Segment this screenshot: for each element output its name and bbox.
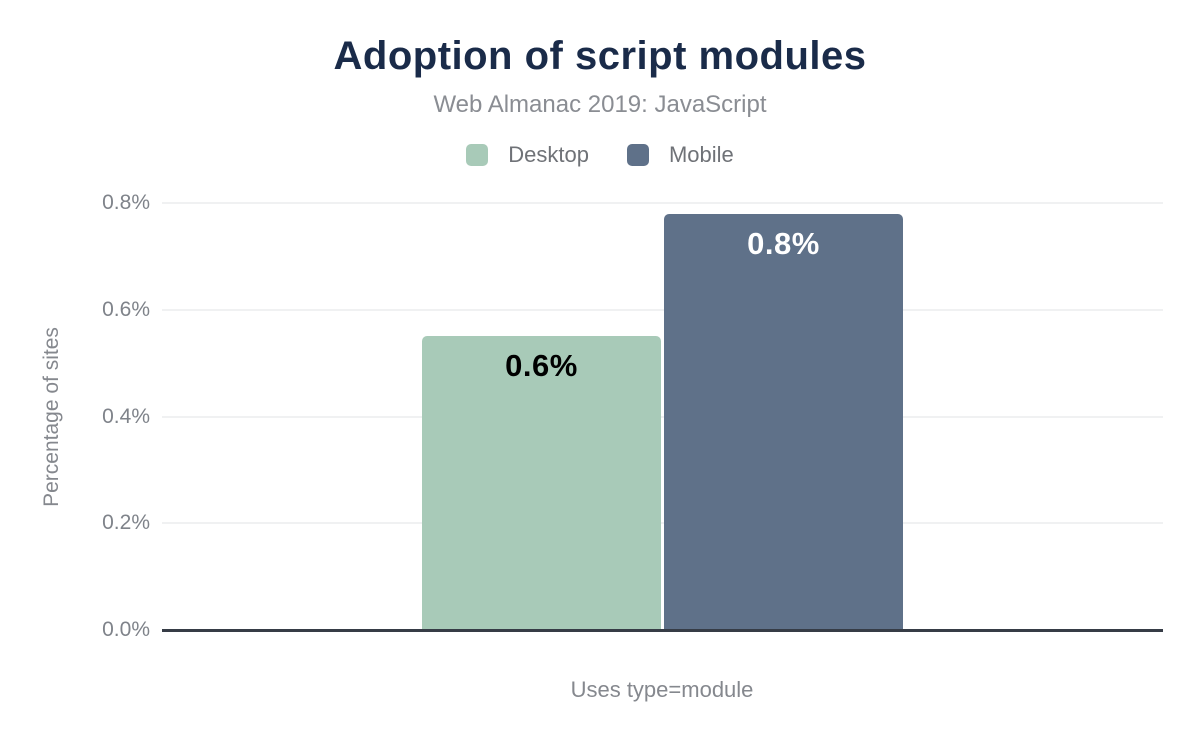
- x-axis-baseline: [162, 629, 1163, 632]
- legend: Desktop Mobile: [0, 142, 1200, 168]
- gridline: [162, 202, 1163, 204]
- chart-subtitle: Web Almanac 2019: JavaScript: [433, 91, 767, 118]
- y-tick-label: 0.6%: [102, 297, 150, 321]
- chart-title: Adoption of script modules: [333, 34, 867, 78]
- bar-mobile: 0.8%: [664, 214, 903, 630]
- x-axis-title: Uses type=module: [570, 677, 754, 702]
- legend-swatch-mobile: [626, 144, 649, 166]
- gridline: [162, 522, 1163, 525]
- bar-desktop: 0.6%: [422, 336, 661, 630]
- legend-swatch-desktop: [466, 144, 489, 166]
- gridline: [162, 308, 1163, 311]
- y-tick-label: 0.8%: [102, 191, 150, 214]
- legend-label: Mobile: [668, 142, 734, 167]
- legend-item-desktop: Desktop: [466, 142, 589, 168]
- bar-value-label: 0.8%: [747, 226, 820, 261]
- gridline: [162, 415, 1163, 418]
- y-tick-label: 0.2%: [102, 511, 150, 535]
- legend-item-mobile: Mobile: [626, 142, 734, 168]
- bar-value-label: 0.6%: [505, 348, 578, 383]
- y-tick-label: 0.0%: [102, 618, 150, 641]
- legend-label: Desktop: [508, 142, 589, 167]
- y-tick-label: 0.4%: [102, 404, 150, 428]
